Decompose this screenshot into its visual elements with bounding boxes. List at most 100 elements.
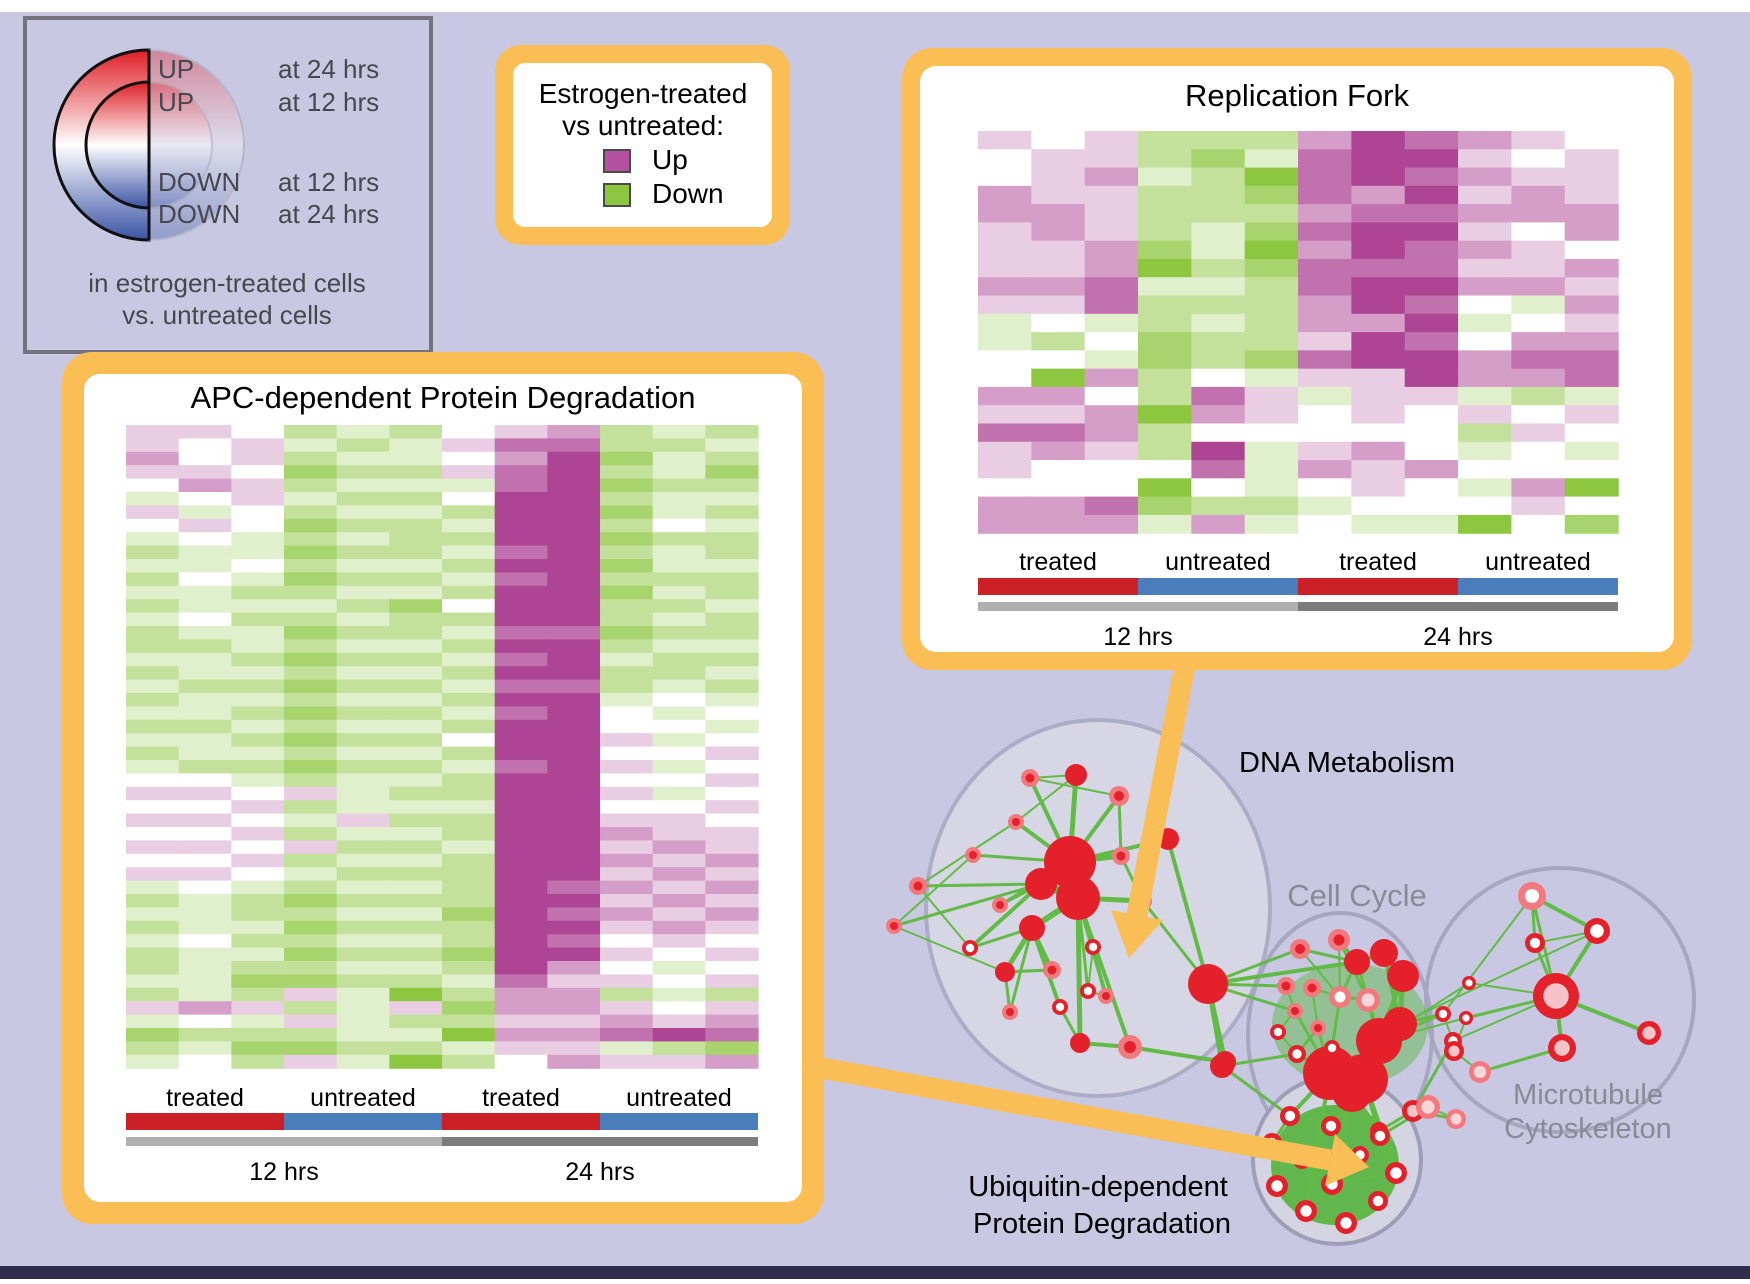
- up-inner-label: UP: [158, 87, 194, 117]
- heatmap-cell: [1458, 149, 1512, 169]
- heatmap-cell: [178, 492, 232, 506]
- heatmap-cell: [652, 478, 706, 493]
- heatmap-cell: [284, 706, 338, 721]
- heatmap-cell: [494, 773, 548, 788]
- heatmap-cell: [547, 478, 601, 493]
- heatmap-cell: [1244, 295, 1299, 315]
- heatmap-cell: [1244, 405, 1299, 425]
- heatmap-cell: [1298, 350, 1352, 370]
- heatmap-cell: [1031, 222, 1086, 242]
- heatmap-cell: [1298, 131, 1352, 150]
- heatmap-cell: [705, 505, 759, 520]
- heatmap-cell: [1031, 514, 1086, 534]
- heatmap-cell: [442, 813, 496, 828]
- heatmap-cell: [389, 733, 443, 748]
- heatmap-cell: [652, 599, 706, 614]
- network-node-core: [1450, 1113, 1462, 1125]
- heatmap-cell: [1084, 204, 1139, 223]
- network-node-core: [1421, 1100, 1435, 1114]
- heatmap-cell: [1351, 240, 1406, 260]
- heatmap-cell: [652, 907, 706, 922]
- heatmap-cell: [494, 880, 548, 895]
- heatmap-cell: [442, 585, 496, 600]
- heatmap-cell: [1244, 222, 1299, 242]
- heatmap-cell: [336, 1001, 390, 1016]
- heatmap-cell: [652, 947, 706, 962]
- heatmap-cell: [336, 679, 390, 694]
- heatmap-cell: [652, 934, 706, 949]
- heatmap-cell: [494, 719, 548, 734]
- heatmap-cell: [1351, 167, 1406, 187]
- heatmap-cell: [1191, 185, 1246, 205]
- heatmap-cell: [442, 1041, 496, 1056]
- heatmap-cell: [600, 451, 654, 466]
- network-node-core: [1465, 979, 1473, 987]
- heatmap-cell: [1511, 350, 1566, 370]
- heatmap-cell: [1031, 423, 1086, 443]
- heatmap-cell: [705, 585, 759, 600]
- heatmap-cell: [284, 465, 338, 480]
- heatmap-cell: [494, 1001, 548, 1016]
- heatmap-cell: [126, 719, 180, 734]
- heatmap-cell: [547, 1001, 601, 1016]
- heatmap-cell: [1511, 222, 1566, 242]
- heatmap-cell: [442, 612, 496, 627]
- heatmap-cell: [652, 425, 706, 439]
- apc-treated-bar-24: [442, 1113, 600, 1130]
- heatmap-cell: [1031, 258, 1086, 278]
- heatmap-cell: [231, 827, 285, 841]
- heatmap-cell: [178, 612, 232, 627]
- heatmap-cell: [494, 733, 548, 748]
- heatmap-cell: [1244, 514, 1299, 534]
- heatmap-cell: [1564, 496, 1619, 516]
- heatmap-cell: [336, 907, 390, 922]
- heatmap-cell: [652, 1001, 706, 1016]
- heatmap-cell: [600, 880, 654, 895]
- heatmap-cell: [1084, 167, 1139, 187]
- heatmap-cell: [547, 585, 601, 600]
- heatmap-cell: [178, 867, 232, 882]
- apc-arrow-shaft: [808, 1055, 1332, 1171]
- heatmap-cell: [1458, 204, 1512, 223]
- heatmap-cell: [1511, 131, 1566, 150]
- heatmap-cell: [126, 733, 180, 748]
- network-edge: [1399, 930, 1598, 1025]
- heatmap-cell: [126, 679, 180, 694]
- network-node-core: [1462, 1014, 1470, 1022]
- heatmap-cell: [494, 706, 548, 721]
- heatmap-cell: [178, 719, 232, 734]
- heatmap-cell: [336, 652, 390, 667]
- network-edge: [1076, 896, 1132, 1049]
- heatmap-cell: [389, 706, 443, 721]
- heatmap-cell: [178, 961, 232, 975]
- heatmap-cell: [389, 478, 443, 493]
- heatmap-cell: [284, 786, 338, 801]
- heatmap-cell: [1138, 386, 1192, 406]
- network-edge: [893, 854, 974, 927]
- heatmap-cell: [978, 149, 1032, 169]
- heatmap-cell: [284, 585, 338, 600]
- heatmap-cell: [494, 599, 548, 614]
- heatmap-cell: [1458, 258, 1512, 278]
- heatmap-cell: [705, 1014, 759, 1029]
- heatmap-cell: [652, 853, 706, 868]
- heatmap-cell: [178, 666, 232, 681]
- network-edge: [1075, 895, 1083, 1046]
- heatmap-cell: [1031, 204, 1086, 223]
- heatmap-cell: [389, 425, 443, 439]
- heatmap-cell: [126, 518, 180, 533]
- heatmap-cell: [336, 920, 390, 935]
- heatmap-cell: [1404, 185, 1459, 205]
- heatmap-cell: [494, 465, 548, 480]
- heatmap-cell: [389, 773, 443, 788]
- heatmap-cell: [1564, 368, 1619, 388]
- heatmap-cell: [178, 532, 232, 547]
- heatmap-cell: [1511, 240, 1566, 260]
- heatmap-cell: [1404, 368, 1459, 388]
- network-node-core: [1291, 1007, 1299, 1015]
- heatmap-cell: [547, 451, 601, 466]
- heatmap-cell: [1458, 313, 1512, 333]
- heatmap-cell: [231, 518, 285, 533]
- heatmap-cell: [600, 505, 654, 520]
- heatmap-cell: [126, 800, 180, 815]
